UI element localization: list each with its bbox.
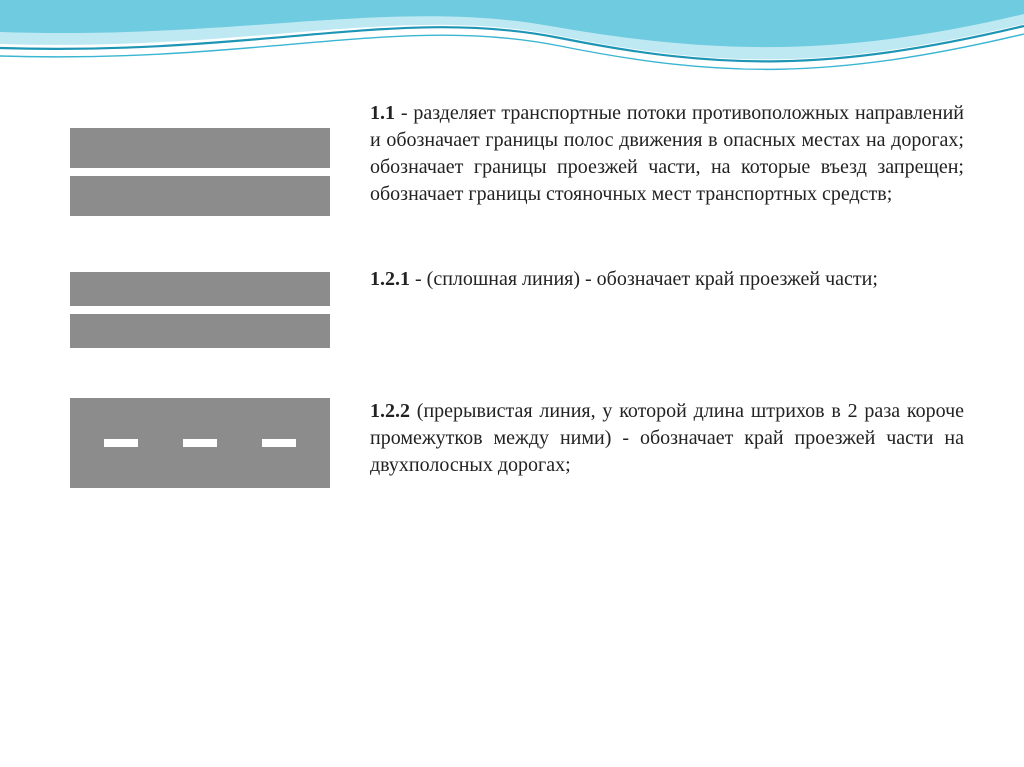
road-band: [70, 314, 330, 348]
marking-code: 1.1: [370, 102, 395, 124]
dash-segment: [262, 439, 296, 447]
dash-segment: [104, 439, 138, 447]
marking-row-1-2-2: 1.2.2 (прерывистая линия, у которой длин…: [70, 398, 964, 488]
content-area: 1.1 - разделяет транспортные потоки прот…: [70, 100, 964, 727]
dash-segment: [183, 439, 217, 447]
marking-desc: - разделяет транспортные потоки противоп…: [370, 102, 964, 205]
description-1-1: 1.1 - разделяет транспортные потоки прот…: [340, 100, 964, 208]
road-dashed-block: [70, 398, 330, 488]
slide: 1.1 - разделяет транспортные потоки прот…: [0, 0, 1024, 767]
diagram-1-1: [70, 128, 340, 216]
diagram-1-2-2: [70, 398, 340, 488]
road-band: [70, 176, 330, 216]
marking-code: 1.2.1: [370, 268, 410, 290]
marking-desc: (прерывистая линия, у которой длина штри…: [370, 400, 964, 476]
road-band: [70, 128, 330, 168]
marking-row-1-1: 1.1 - разделяет транспортные потоки прот…: [70, 100, 964, 216]
dash-row: [70, 439, 330, 447]
road-band: [70, 272, 330, 306]
marking-code: 1.2.2: [370, 400, 410, 422]
marking-row-1-2-1: 1.2.1 - (сплошная линия) - обозначает кр…: [70, 266, 964, 348]
diagram-1-2-1: [70, 272, 340, 348]
marking-desc: - (сплошная линия) - обозначает край про…: [410, 268, 878, 290]
description-1-2-1: 1.2.1 - (сплошная линия) - обозначает кр…: [340, 266, 964, 293]
description-1-2-2: 1.2.2 (прерывистая линия, у которой длин…: [340, 398, 964, 479]
